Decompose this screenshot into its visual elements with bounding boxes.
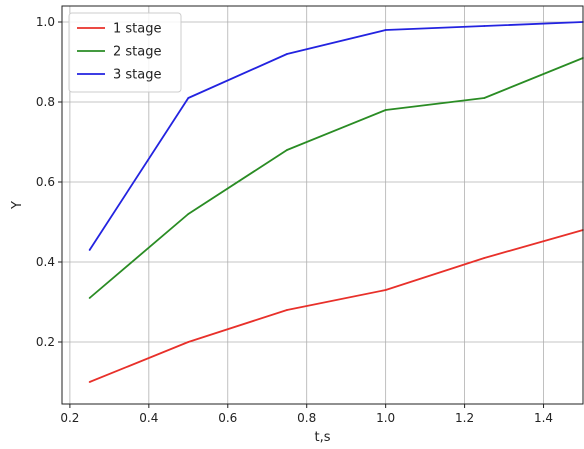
y-axis-label: Y xyxy=(10,201,25,210)
x-tick-label: 1.4 xyxy=(534,411,553,425)
series-3-point xyxy=(286,53,288,55)
series-2-point xyxy=(187,213,190,215)
series-1-point xyxy=(483,257,486,259)
legend-entry: 1 stage xyxy=(113,22,162,37)
x-tick-label: 0.4 xyxy=(139,411,158,425)
series-line-1 xyxy=(89,229,584,383)
series-2-point xyxy=(88,297,91,299)
x-axis-label: t,s xyxy=(314,430,330,445)
series-line-2 xyxy=(89,57,584,299)
axis-ticks: 0.2 0.4 0.6 0.8 1.0 1.2 1.4 0.2 0.4 0.6 0.8 1.0 xyxy=(36,15,553,425)
grid-lines xyxy=(62,6,583,404)
series-2-point xyxy=(286,149,288,151)
legend-entry: 3 stage xyxy=(113,68,162,83)
series-3-point xyxy=(384,29,387,31)
plot-area-frame xyxy=(61,5,584,405)
x-tick-label: 0.2 xyxy=(60,411,79,425)
series-1-point xyxy=(384,289,387,291)
series-lines xyxy=(88,21,584,383)
series-1-point xyxy=(286,309,288,311)
x-tick-label: 0.6 xyxy=(218,411,237,425)
y-tick-label: 0.8 xyxy=(36,95,55,109)
series-1-point xyxy=(187,341,190,343)
x-tick-label: 1.2 xyxy=(455,411,474,425)
y-tick-label: 0.2 xyxy=(36,335,55,349)
x-tick-label: 0.8 xyxy=(297,411,316,425)
series-3-point xyxy=(187,97,190,99)
y-tick-label: 1.0 xyxy=(36,15,55,29)
y-tick-label: 0.6 xyxy=(36,175,55,189)
series-3-point xyxy=(88,249,91,251)
legend-entry: 2 stage xyxy=(113,45,162,60)
series-line-3 xyxy=(88,21,584,251)
series-2-point xyxy=(384,109,387,111)
legend: 1 stage 2 stage 3 stage xyxy=(68,12,182,93)
series-2-point xyxy=(483,97,486,99)
series-1-point xyxy=(88,381,91,383)
series-3-point xyxy=(483,25,486,27)
legend-box xyxy=(68,12,182,93)
x-tick-label: 1.0 xyxy=(376,411,395,425)
y-tick-label: 0.4 xyxy=(36,255,55,269)
